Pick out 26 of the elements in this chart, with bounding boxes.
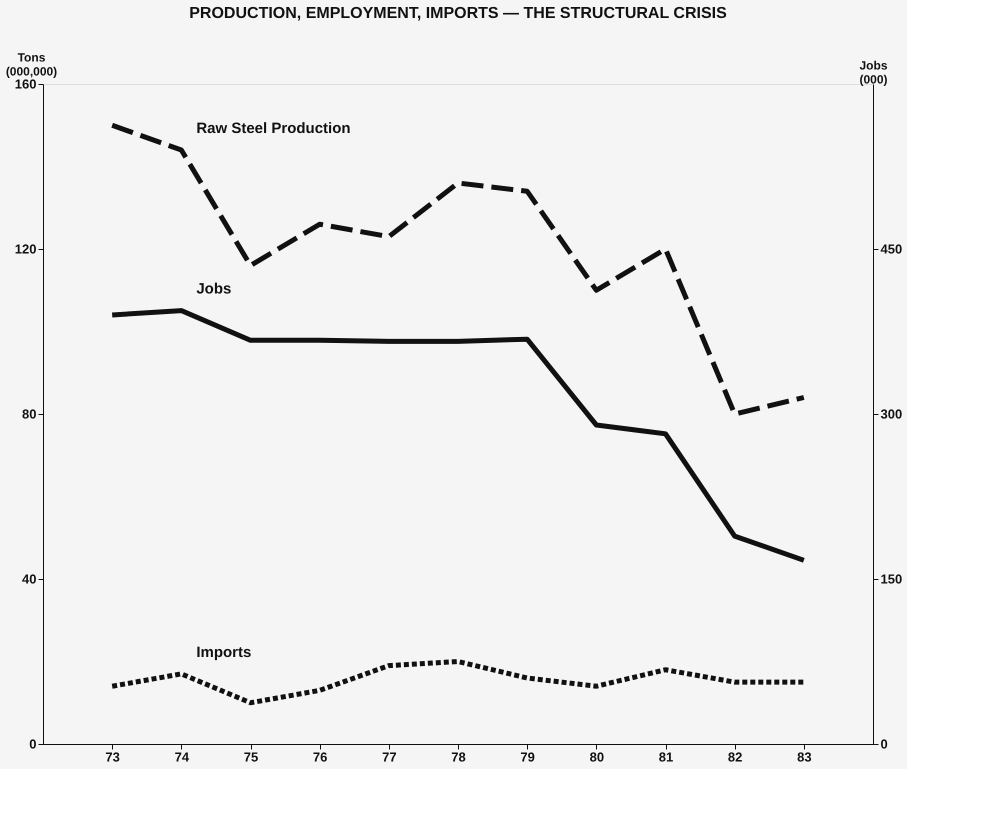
- x-tick-label: 83: [797, 750, 812, 764]
- y-tick-label: 120: [14, 242, 36, 256]
- x-tick-label: 80: [590, 750, 604, 764]
- series-label: Raw Steel Production: [196, 120, 351, 137]
- y-tick-label: 160: [14, 76, 36, 92]
- x-tick-label: 79: [520, 750, 535, 764]
- y2-tick-label: 450: [880, 242, 902, 256]
- y2-tick-label: 150: [880, 572, 902, 586]
- x-tick-label: 76: [312, 750, 328, 764]
- x-tick-label: 75: [244, 750, 258, 764]
- y-tick-label: 40: [22, 572, 36, 586]
- x-tick-label: 73: [105, 750, 120, 764]
- y-tick-label: 80: [22, 406, 36, 422]
- x-tick-label: 78: [451, 750, 466, 764]
- x-tick-label: 74: [174, 750, 190, 764]
- y-axis-title: Tons (000,000): [6, 50, 58, 78]
- chart-title: PRODUCTION, EMPLOYMENT, IMPORTS — THE STRUCTURAL CRISIS: [189, 5, 728, 22]
- x-tick-label: 77: [382, 750, 397, 764]
- y2-tick-label: 300: [880, 406, 902, 422]
- y2-axis-title: Jobs (000): [859, 58, 888, 86]
- x-tick-label: 82: [728, 750, 742, 764]
- series-label: Jobs: [196, 280, 232, 298]
- y-tick-label: 0: [29, 736, 36, 752]
- y2-tick-label: 0: [880, 736, 888, 752]
- series-label: Imports: [196, 644, 252, 661]
- x-tick-label: 81: [658, 750, 674, 764]
